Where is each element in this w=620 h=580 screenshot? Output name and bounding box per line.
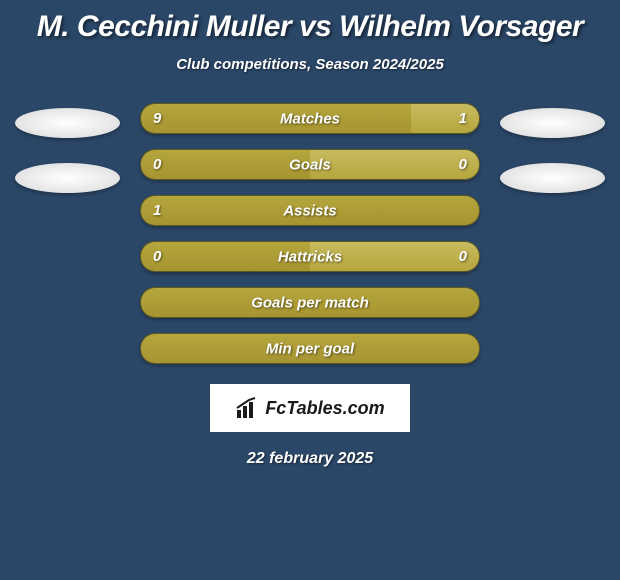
stat-value-left: 1 [153,202,173,219]
stat-bar-content: 00 [141,150,479,179]
stat-bar-row: 91Matches [140,103,480,134]
badges-left-column [15,103,120,193]
date-text: 22 february 2025 [247,450,373,468]
chart-icon [235,396,259,420]
stat-value-right: 0 [447,248,467,265]
club-badge-right [500,163,605,193]
logo-box: FcTables.com [210,384,410,432]
club-badge-left [15,108,120,138]
stat-bar-row: 00Goals [140,149,480,180]
stat-bar-content: 1 [141,196,479,225]
stats-area: 91Matches00Goals1Assists00HattricksGoals… [0,103,620,364]
stat-bar-row: Goals per match [140,287,480,318]
infographic-container: M. Cecchini Muller vs Wilhelm Vorsager C… [0,0,620,478]
stat-value-right: 1 [447,110,467,127]
stat-value-left: 0 [153,248,173,265]
club-badge-left [15,163,120,193]
stat-bar-row: 1Assists [140,195,480,226]
stat-bar-row: Min per goal [140,333,480,364]
club-badge-right [500,108,605,138]
stat-bar-content [141,334,479,363]
stat-bars-column: 91Matches00Goals1Assists00HattricksGoals… [140,103,480,364]
page-title: M. Cecchini Muller vs Wilhelm Vorsager [37,10,583,44]
stat-value-right: 0 [447,156,467,173]
stat-bar-row: 00Hattricks [140,241,480,272]
subtitle: Club competitions, Season 2024/2025 [176,56,444,73]
badges-right-column [500,103,605,193]
stat-bar-content [141,288,479,317]
stat-value-left: 0 [153,156,173,173]
logo-content: FcTables.com [235,396,384,420]
stat-value-left: 9 [153,110,173,127]
stat-bar-content: 00 [141,242,479,271]
logo-text: FcTables.com [265,398,384,419]
stat-bar-content: 91 [141,104,479,133]
